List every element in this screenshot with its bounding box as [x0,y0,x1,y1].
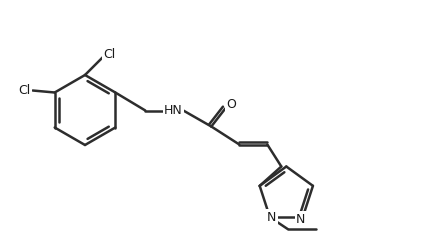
Text: Cl: Cl [19,84,31,97]
Text: N: N [296,213,305,226]
Text: N: N [267,211,277,224]
Text: Cl: Cl [103,48,115,62]
Text: HN: HN [164,104,183,117]
Text: O: O [226,98,236,111]
